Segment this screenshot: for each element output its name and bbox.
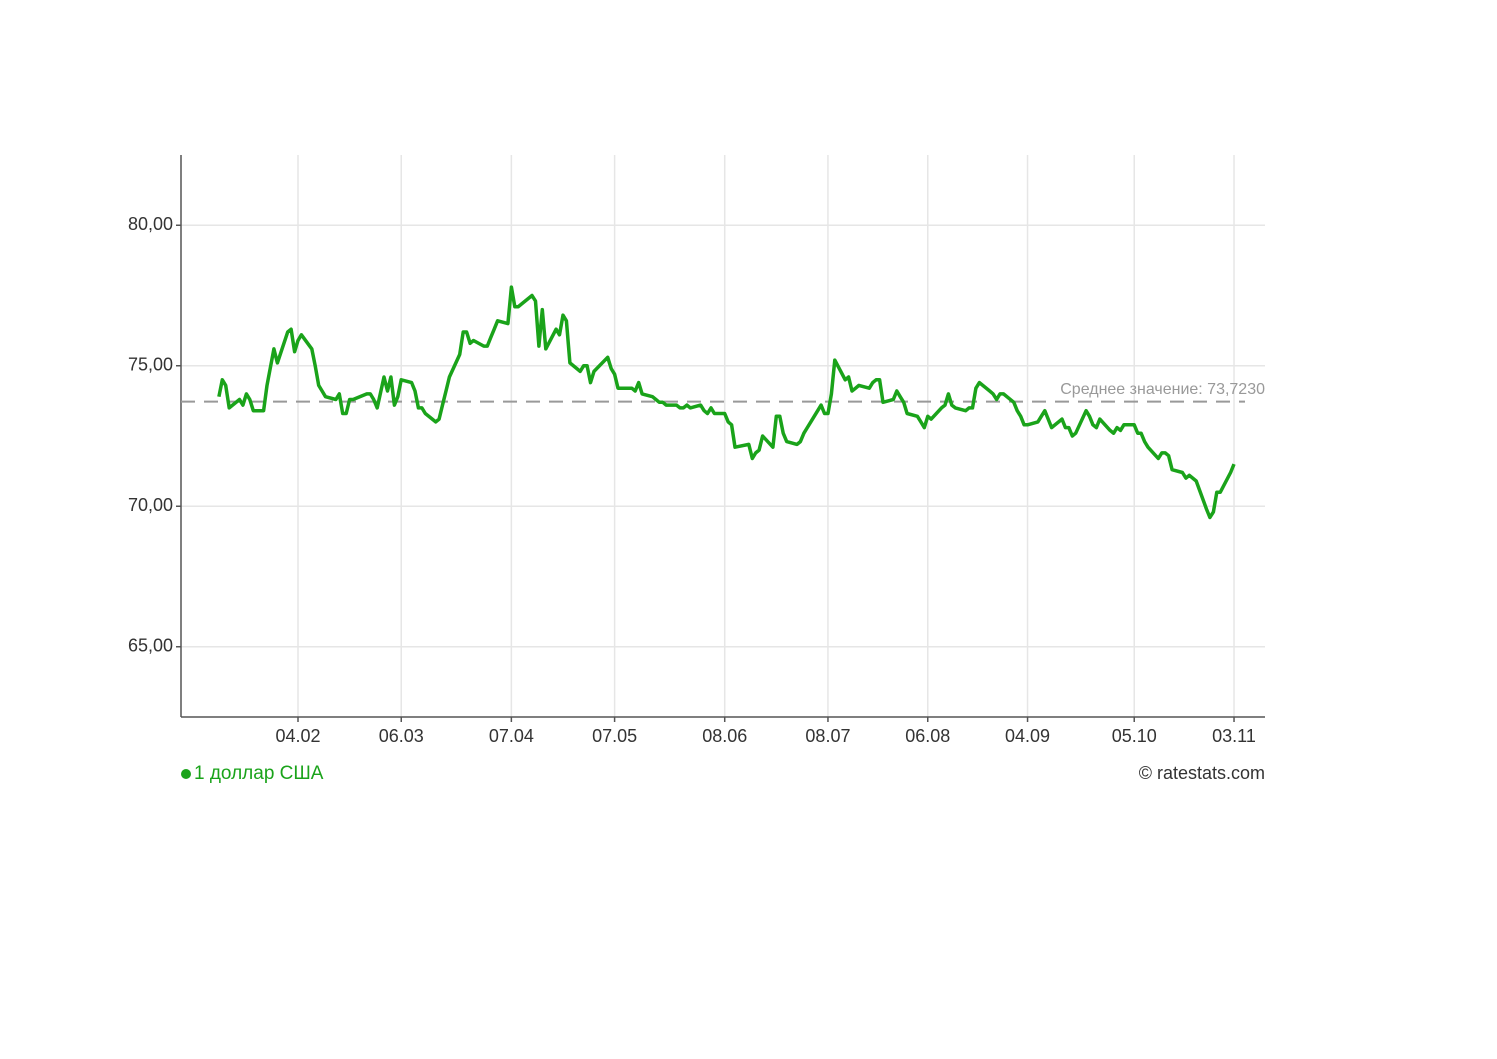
y-tick-label: 80,00 <box>128 214 173 234</box>
y-tick-label: 65,00 <box>128 636 173 656</box>
x-tick-label: 06.08 <box>905 726 950 746</box>
mean-label: Среднее значение: 73,7230 <box>1060 381 1265 398</box>
x-tick-label: 06.03 <box>379 726 424 746</box>
credit: © ratestats.com <box>1139 763 1265 783</box>
x-tick-label: 04.09 <box>1005 726 1050 746</box>
y-tick-label: 75,00 <box>128 355 173 375</box>
legend-marker <box>181 769 191 779</box>
x-tick-label: 03.11 <box>1212 726 1256 746</box>
x-tick-label: 08.07 <box>805 726 850 746</box>
legend-label: 1 доллар США <box>194 763 324 784</box>
x-tick-label: 07.05 <box>592 726 637 746</box>
y-tick-label: 70,00 <box>128 495 173 515</box>
x-tick-label: 05.10 <box>1112 726 1157 746</box>
x-tick-label: 08.06 <box>702 726 747 746</box>
line <box>217 285 1236 520</box>
x-tick-label: 07.04 <box>489 726 534 746</box>
x-tick-label: 04.02 <box>275 726 320 746</box>
